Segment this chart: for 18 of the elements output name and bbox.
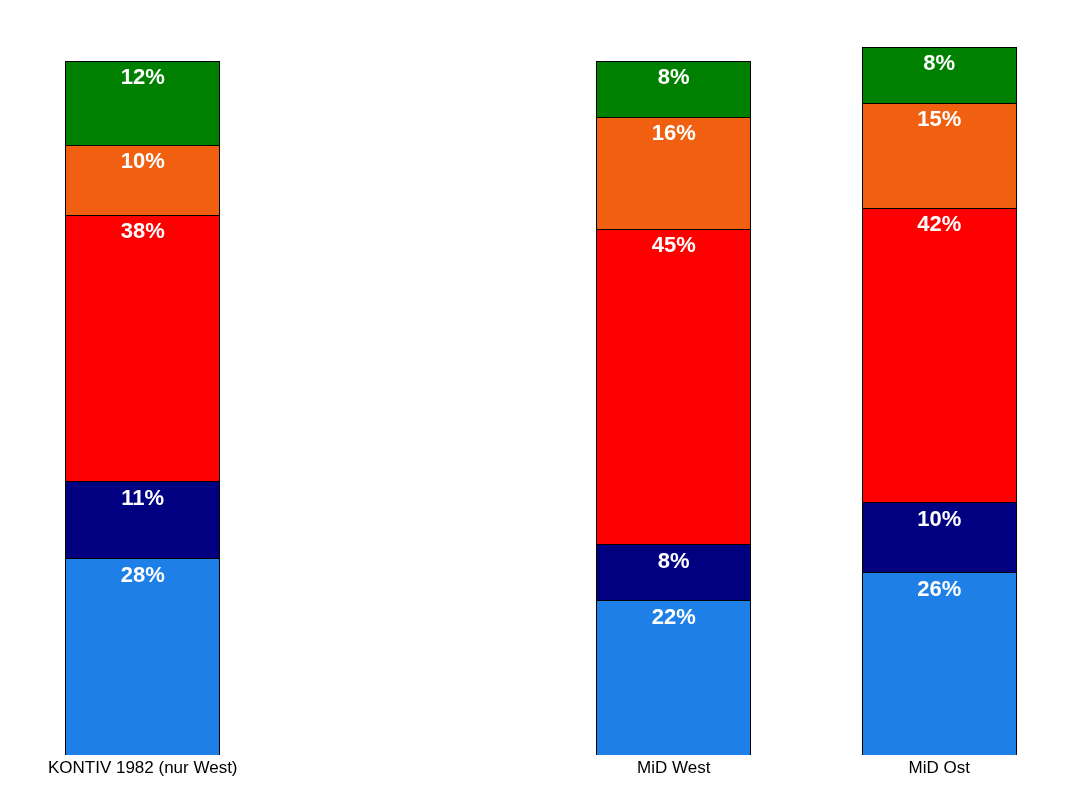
data-label: 8% bbox=[657, 64, 690, 90]
data-label: 15% bbox=[917, 106, 962, 132]
data-label: 28% bbox=[120, 561, 165, 587]
data-label: 26% bbox=[917, 575, 962, 601]
data-label: 16% bbox=[651, 120, 696, 146]
data-label: 12% bbox=[120, 64, 165, 90]
data-label: 22% bbox=[651, 603, 696, 629]
data-label: 8% bbox=[923, 50, 956, 76]
data-label: 38% bbox=[120, 218, 165, 244]
x-tick-label: KONTIV 1982 (nur West) bbox=[47, 758, 238, 777]
x-tick-label: MiD Ost bbox=[908, 758, 971, 777]
data-label: 10% bbox=[917, 505, 962, 531]
data-label: 8% bbox=[657, 547, 690, 573]
x-tick-label: MiD West bbox=[637, 758, 711, 777]
data-label: 10% bbox=[120, 148, 165, 174]
data-label: 45% bbox=[651, 232, 696, 258]
data-label: 42% bbox=[917, 211, 962, 237]
data-label: 11% bbox=[121, 484, 165, 510]
